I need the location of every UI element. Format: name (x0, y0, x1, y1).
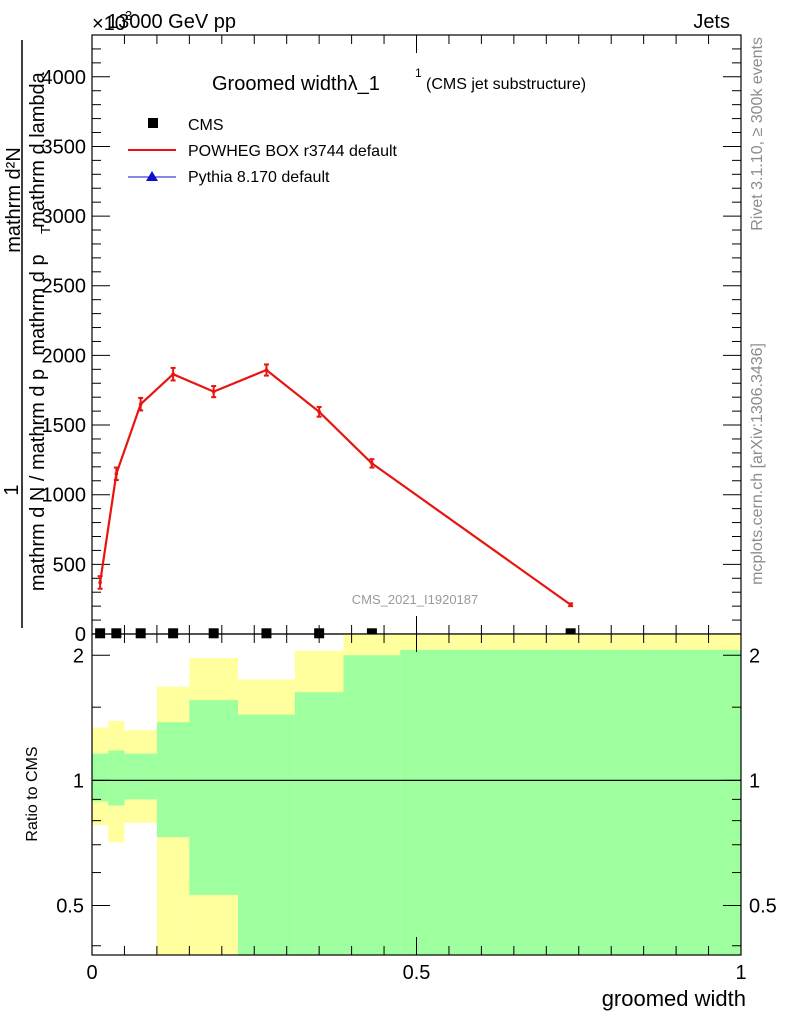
cms-data-point (135, 628, 146, 639)
cms-data-point (261, 628, 272, 639)
cms-data-point (565, 628, 576, 639)
powheg-point (98, 580, 102, 585)
main-y-tick-label: 0 (75, 624, 86, 646)
ratio-plot-panel: 0 0.5 1 0.5 0.5 1 1 2 2 (56, 633, 777, 984)
ratio-y-axis-label: Ratio to CMS (24, 746, 41, 841)
x-tick-label: 0.5 (403, 962, 431, 984)
ylabel-numerator: mathrm d²N (3, 147, 25, 253)
powheg-point (370, 461, 374, 466)
ratio-inner-band-8 (400, 649, 741, 955)
main-y-tick-label: 3500 (42, 136, 87, 158)
ratio-y-tick-label: 2 (73, 645, 84, 667)
x-tick-label: 0 (86, 962, 97, 984)
ratio-y-tick-label-right: 1 (749, 770, 760, 792)
ylabel-denominator-3: mathrm d lambda (27, 71, 49, 227)
cms-data-point (314, 628, 325, 639)
main-y-axis-label: mathrm d²N mathrm d lambda mathrm d p T … (1, 40, 53, 628)
ratio-y-tick-label: 1 (73, 770, 84, 792)
legend-cms-marker (148, 118, 158, 128)
powheg-series-line (99, 368, 572, 606)
scale-exponent-power: 3 (125, 8, 132, 23)
main-y-tick-label: 4000 (42, 67, 87, 89)
plot-subtitle: (CMS jet substructure) (426, 76, 586, 93)
scale-exponent: ×10 (92, 13, 126, 35)
main-y-tick-label: 500 (53, 554, 86, 576)
rivet-version-label: Rivet 3.1.10, ≥ 300k events (749, 37, 766, 231)
powheg-point (114, 472, 119, 476)
ylabel-sub: T (38, 226, 53, 234)
energy-label: 13000 GeV pp (107, 11, 236, 33)
ratio-inner-band-5 (238, 714, 295, 955)
mcplots-label: mcplots.cern.ch [arXiv:1306.3436] (749, 343, 766, 585)
analysis-watermark: CMS_2021_I1920187 (352, 592, 479, 607)
powheg-point (171, 372, 175, 377)
powheg-point (264, 368, 269, 372)
cms-data-point (95, 628, 106, 639)
cms-data-point (168, 628, 179, 639)
legend-powheg-label: POWHEG BOX r3744 default (188, 143, 398, 160)
plot-title-superscript: 1 (415, 66, 422, 80)
ylabel-denominator-1: mathrm d N / mathrm d p (27, 369, 49, 591)
process-label: Jets (693, 11, 730, 33)
legend: CMS POWHEG BOX r3744 default Pythia 8.17… (128, 117, 398, 186)
ratio-y-tick-label-right: 0.5 (749, 895, 777, 917)
main-plot-panel: 0 500 1000 1500 2000 2500 3000 3500 4000 (42, 34, 742, 646)
cms-data-point (111, 628, 122, 639)
powheg-point (211, 389, 216, 394)
main-y-tick-label: 1000 (42, 485, 87, 507)
ratio-inner-band-4 (189, 700, 239, 895)
main-y-tick-label: 3000 (42, 206, 87, 228)
ratio-inner-band-7 (343, 655, 401, 955)
legend-pythia-label: Pythia 8.170 default (188, 169, 330, 186)
plot-title: Groomed widthλ_1 (212, 73, 380, 95)
main-y-tick-label: 1500 (42, 415, 87, 437)
ratio-inner-band-2 (124, 753, 157, 800)
ratio-inner-band-3 (156, 722, 190, 838)
ylabel-prefix: 1 (1, 484, 23, 495)
ratio-y-tick-label: 0.5 (56, 895, 84, 917)
ratio-y-tick-label-right: 2 (749, 645, 760, 667)
legend-cms-label: CMS (188, 117, 224, 134)
ratio-inner-band-6 (294, 692, 344, 955)
cms-data-point (208, 628, 219, 639)
x-tick-label: 1 (735, 962, 746, 984)
legend-pythia-marker (146, 171, 158, 181)
powheg-point (317, 410, 321, 414)
ylabel-denominator-2: mathrm d p (27, 254, 49, 355)
cms-data-point (366, 628, 377, 639)
main-y-tick-label: 2500 (42, 276, 87, 298)
powheg-point (138, 402, 143, 406)
powheg-point (568, 602, 573, 607)
ratio-inner-band-1 (108, 750, 125, 806)
main-y-tick-label: 2000 (42, 345, 87, 367)
ratio-inner-band-0 (92, 753, 109, 802)
x-axis-label: groomed width (602, 986, 746, 1011)
